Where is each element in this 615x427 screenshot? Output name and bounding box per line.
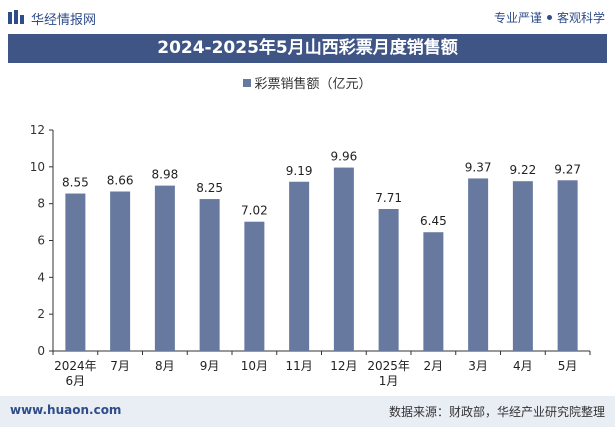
top-bar: 华经情报网 专业严谨 客观科学 — [0, 0, 615, 34]
legend-swatch — [243, 79, 252, 87]
x-tick-label: 8月 — [155, 359, 175, 373]
x-tick-label: 7月 — [110, 359, 130, 373]
data-label: 9.96 — [331, 150, 358, 164]
bar — [468, 178, 489, 351]
bar — [244, 221, 265, 351]
data-label: 8.66 — [107, 174, 134, 188]
data-label: 9.37 — [465, 160, 492, 174]
data-label: 9.22 — [510, 163, 537, 177]
logo-icon — [8, 10, 24, 24]
tagline-left: 专业严谨 — [493, 11, 542, 25]
y-tick-label: 0 — [37, 344, 45, 358]
x-tick-label: 3月 — [468, 359, 488, 373]
legend: 彩票销售额（亿元） — [0, 73, 615, 92]
y-tick-label: 10 — [30, 160, 45, 174]
data-label: 8.25 — [196, 181, 223, 195]
y-tick-label: 2 — [37, 307, 45, 321]
x-tick-label: 12月 — [330, 359, 357, 373]
y-tick-label: 12 — [30, 123, 45, 137]
bar — [199, 199, 220, 351]
legend-label: 彩票销售额（亿元） — [254, 77, 372, 92]
footer: www.huaon.com 数据来源：财政部，华经产业研究院整理 — [0, 396, 615, 427]
chart-title: 2024-2025年5月山西彩票月度销售额 — [157, 38, 458, 58]
bar — [289, 181, 310, 351]
x-tick-label: 9月 — [200, 359, 220, 373]
x-tick-label: 2025年 — [367, 359, 410, 373]
data-label: 8.98 — [152, 168, 179, 182]
brand-name: 华经情报网 — [31, 13, 97, 28]
tagline-right: 客观科学 — [556, 11, 605, 25]
bar — [423, 232, 444, 351]
x-tick-label: 2月 — [424, 359, 444, 373]
bar — [557, 180, 578, 351]
x-tick-label: 4月 — [513, 359, 533, 373]
x-tick-label: 1月 — [379, 374, 399, 388]
x-tick-label: 6月 — [66, 374, 86, 388]
bar — [512, 181, 533, 351]
data-label: 9.19 — [286, 164, 313, 178]
tagline: 专业严谨 客观科学 — [494, 9, 605, 26]
title-bar: 2024-2025年5月山西彩票月度销售额 — [8, 34, 607, 63]
x-tick-label: 11月 — [285, 359, 312, 373]
y-tick-label: 4 — [37, 270, 45, 284]
bar — [378, 209, 399, 351]
y-tick-label: 8 — [37, 197, 45, 211]
bar — [65, 193, 86, 351]
data-label: 7.02 — [241, 204, 268, 218]
dot-icon — [546, 15, 552, 20]
data-label: 9.27 — [554, 162, 581, 176]
data-label: 6.45 — [420, 214, 447, 228]
bar — [333, 167, 354, 351]
bar — [110, 191, 131, 351]
y-tick-label: 6 — [37, 234, 45, 248]
data-label: 7.71 — [375, 191, 402, 205]
x-tick-label: 2024年 — [54, 359, 97, 373]
data-label: 8.55 — [62, 176, 89, 190]
data-source: 数据来源：财政部，华经产业研究院整理 — [388, 405, 605, 419]
x-tick-label: 5月 — [558, 359, 578, 373]
site-url[interactable]: www.huaon.com — [10, 403, 122, 417]
x-tick-label: 10月 — [241, 359, 268, 373]
bar — [154, 185, 175, 351]
